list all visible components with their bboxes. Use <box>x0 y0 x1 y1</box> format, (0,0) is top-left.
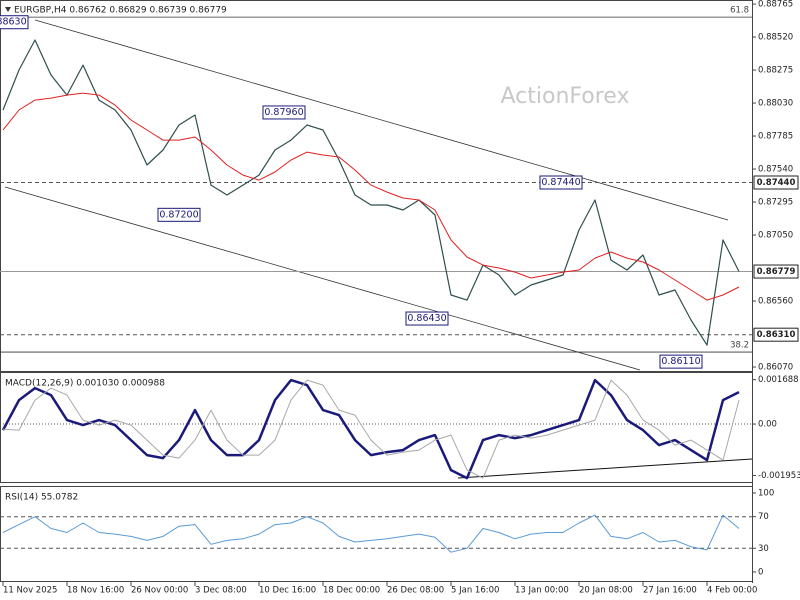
annotation-label: 0.86110 <box>661 356 700 367</box>
price-box-label: 0.87440 <box>757 178 796 188</box>
y-tick-label: 0.87540 <box>758 165 793 175</box>
panel-title: RSI(14) 55.0782 <box>5 493 78 503</box>
fib-label: 61.8 <box>730 6 749 16</box>
y-tick-label: 0.87050 <box>758 231 793 241</box>
y-tick-label: 70 <box>758 512 769 522</box>
header-arrow <box>5 7 11 12</box>
y-tick-label: 0 <box>758 567 763 577</box>
annotation-label: 0.88630 <box>0 17 27 28</box>
x-tick-label: 18 Nov 16:00 <box>67 586 124 596</box>
x-tick-label: 5 Jan 16:00 <box>451 586 499 596</box>
channel-upper <box>34 19 729 221</box>
x-tick-label: 20 Jan 08:00 <box>579 586 633 596</box>
annotation-label: 0.87200 <box>159 209 198 220</box>
annotation-label: 0.87440 <box>541 177 580 188</box>
price-box <box>753 175 799 190</box>
y-tick-label: 100 <box>758 489 774 499</box>
annotation-box <box>262 105 306 120</box>
y-tick-label: 0.87785 <box>758 132 793 142</box>
annotation-box <box>405 311 449 326</box>
fib-label: 38.2 <box>730 341 749 351</box>
annotation-box <box>659 354 703 369</box>
price-box <box>753 264 799 279</box>
annotation-label: 0.87960 <box>264 107 303 118</box>
x-tick-label: 11 Nov 2025 <box>3 586 57 596</box>
x-tick-label: 18 Dec 00:00 <box>323 586 380 596</box>
macd-trendline <box>457 458 753 479</box>
panel-title: EURGBP,H4 0.86762 0.86829 0.86739 0.8677… <box>14 6 227 16</box>
watermark: ActionForex <box>501 84 630 109</box>
y-tick-label: 0.00 <box>758 420 777 430</box>
x-tick-label: 27 Jan 16:00 <box>643 586 697 596</box>
annotation-box <box>0 15 29 30</box>
y-tick-label: 0.001688 <box>758 375 799 385</box>
y-tick-label: 0.88765 <box>758 0 793 10</box>
series-line <box>2 92 740 301</box>
price-box-label: 0.86310 <box>757 330 796 340</box>
y-tick-label: 0.86070 <box>758 363 793 373</box>
annotation-label: 0.86430 <box>407 313 446 324</box>
y-tick-label: -0.001953 <box>758 471 800 481</box>
y-tick-label: 0.88275 <box>758 66 793 76</box>
annotation-box <box>539 175 583 190</box>
series-line <box>2 379 740 479</box>
panel-title: MACD(12,26,9) 0.001030 0.000988 <box>5 379 165 389</box>
price-box <box>753 327 799 342</box>
x-tick-label: 10 Dec 16:00 <box>259 586 316 596</box>
x-tick-label: 4 Feb 00:00 <box>707 586 757 596</box>
channel-lower <box>4 186 641 371</box>
x-tick-label: 26 Nov 00:00 <box>131 586 188 596</box>
y-tick-label: 0.88520 <box>758 33 793 43</box>
series-line <box>1 378 740 480</box>
y-tick-label: 0.86560 <box>758 297 793 307</box>
y-tick-label: 0.87295 <box>758 198 793 208</box>
y-tick-label: 30 <box>758 544 769 554</box>
series-line <box>2 39 740 346</box>
price-box-label: 0.86779 <box>757 267 796 277</box>
series-line <box>2 514 740 553</box>
x-tick-label: 3 Dec 08:00 <box>195 586 247 596</box>
x-tick-label: 13 Jan 00:00 <box>515 586 569 596</box>
y-tick-label: 0.88030 <box>758 99 793 109</box>
x-tick-label: 26 Dec 08:00 <box>387 586 444 596</box>
annotation-box <box>157 207 201 222</box>
